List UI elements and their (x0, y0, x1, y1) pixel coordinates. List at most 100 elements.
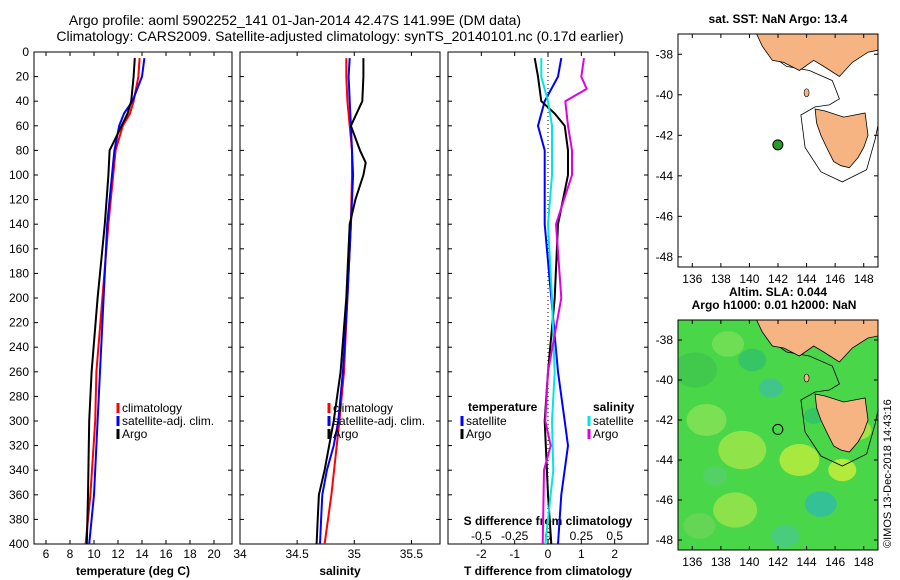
x-tick-label: 18 (183, 547, 197, 561)
legend-salinity-title: salinity (593, 400, 635, 414)
sla-anomaly-patch (738, 348, 767, 372)
legend-temperature-title: temperature (468, 400, 538, 414)
y-tick-label: 100 (9, 168, 29, 182)
map-x-tick-label: 146 (825, 272, 845, 286)
y-tick-label: 300 (9, 414, 29, 428)
secondary-tick-label: -0.5 (471, 529, 492, 543)
y-tick-label: 160 (9, 242, 29, 256)
sla-anomaly-patch (771, 524, 800, 548)
x-tick-label: 10 (87, 547, 101, 561)
x-tick-label: 34 (233, 547, 247, 561)
map-y-tick-label: -46 (656, 209, 674, 223)
map-y-tick-label: -44 (656, 169, 674, 183)
x-tick-label: 6 (43, 547, 50, 561)
y-tick-label: 380 (9, 512, 29, 526)
map-x-tick-label: 144 (797, 272, 817, 286)
y-tick-label: 400 (9, 537, 29, 551)
series-line-satellite-adj-clim- (88, 57, 146, 545)
x-tick-label: 35 (348, 547, 362, 561)
temperature-panel: 0 20 40 60 80 100 120 140 160 180 200 220 240 260 280 3… (9, 45, 233, 578)
x-tick-label: -2 (476, 547, 487, 561)
series-line-satellite-adj-clim- (319, 58, 355, 545)
mainland-land (756, 320, 878, 363)
map-x-tick-label: 136 (682, 555, 702, 569)
map-x-tick-label: 142 (768, 555, 788, 569)
map-y-tick-label: -44 (656, 453, 674, 467)
series-line-argo (85, 58, 136, 545)
argo-float-marker (772, 423, 784, 435)
legend-argo-label: Argo (333, 427, 359, 441)
map-y-tick-label: -42 (656, 128, 674, 142)
y-tick-label: 280 (9, 389, 29, 403)
series-line-t-satellite (537, 57, 569, 545)
tasmania-land (814, 108, 869, 169)
map-y-tick-label: -40 (656, 373, 674, 387)
map-content (756, 34, 878, 183)
secondary-tick-label: 0 (545, 529, 552, 543)
map-y-tick-label: -38 (656, 47, 674, 61)
y-tick-label: 180 (9, 266, 29, 280)
map-x-tick-label: 138 (711, 272, 731, 286)
x-axis-label: salinity (319, 564, 361, 578)
x-axis-label: temperature (deg C) (76, 564, 190, 578)
legend-satellite-label: satellite-adj. clim. (333, 414, 425, 428)
x-tick-label: -1 (509, 547, 520, 561)
map-y-tick-label: -42 (656, 413, 674, 427)
map-x-tick-label: 136 (682, 272, 702, 286)
x-tick-label: 12 (111, 547, 125, 561)
sla-anomaly-patch (828, 458, 857, 482)
legend-s-argo-label: Argo (593, 427, 619, 441)
legend-argo-label: Argo (122, 427, 148, 441)
y-tick-label: 140 (9, 217, 29, 231)
legend-t-argo-label: Argo (466, 427, 492, 441)
map-x-tick-label: 148 (854, 272, 874, 286)
x-tick-label: 0 (545, 547, 552, 561)
plot-area (33, 51, 233, 545)
map-x-tick-label: 142 (768, 272, 788, 286)
figure-title-line1: Argo profile: aoml 5902252_141 01-Jan-20… (69, 12, 521, 28)
sla-anomaly-patch (678, 352, 718, 388)
map-content (678, 320, 878, 548)
x-tick-label: 20 (207, 547, 221, 561)
legend-satellite-label: satellite-adj. clim. (122, 414, 214, 428)
secondary-tick-label: -0.25 (501, 529, 529, 543)
imos-watermark: ©IMOS 13-Dec-2018 14:43:16 (882, 399, 894, 548)
map-x-tick-label: 146 (825, 555, 845, 569)
x-tick-label: 34.5 (285, 547, 309, 561)
mainland-land (756, 34, 878, 78)
x-axis-label: T difference from climatology (464, 564, 632, 578)
legend-t-satellite-label: satellite (466, 414, 507, 428)
map-y-tick-label: -48 (656, 533, 674, 547)
x-tick-label: 2 (611, 547, 618, 561)
series-line-s-argo (541, 57, 588, 545)
map-y-tick-label: -46 (656, 493, 674, 507)
y-tick-label: 0 (22, 45, 29, 59)
salinity-panel: 34 34.5 35 35.5 salinity climatologysatellite… (233, 51, 441, 578)
sla-anomaly-patch (718, 430, 767, 470)
map-x-tick-label: 140 (739, 555, 759, 569)
y-tick-label: 40 (16, 94, 30, 108)
y-tick-label: 360 (9, 488, 29, 502)
sla-anomaly-patch (686, 404, 727, 436)
y-tick-label: 120 (9, 193, 29, 207)
series-line-s-satellite (540, 58, 556, 545)
secondary-tick-label: 0.5 (606, 529, 623, 543)
y-tick-label: 200 (9, 291, 29, 305)
map-title-line2: Argo h1000: 0.01 h2000: NaN (692, 298, 857, 312)
map-x-tick-label: 138 (711, 555, 731, 569)
x-tick-label: 35.5 (400, 547, 424, 561)
series-line-argo (315, 58, 367, 545)
y-tick-label: 320 (9, 439, 29, 453)
series-line-climatology (84, 58, 141, 545)
sla-anomaly-patch (804, 491, 837, 517)
map-y-tick-label: -38 (656, 333, 674, 347)
y-tick-label: 80 (16, 143, 30, 157)
plot-area (239, 51, 441, 545)
legend-s-satellite-label: satellite (593, 414, 634, 428)
sla-anomaly-patch (712, 331, 744, 357)
y-tick-label: 240 (9, 340, 29, 354)
map-x-tick-label: 144 (797, 555, 817, 569)
